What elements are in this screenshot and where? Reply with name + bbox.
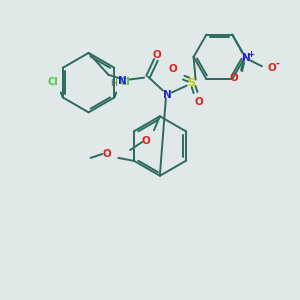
Text: O: O	[268, 63, 276, 73]
Text: O: O	[102, 149, 111, 159]
Text: O: O	[194, 98, 203, 107]
Text: O: O	[142, 136, 150, 146]
Text: N: N	[242, 53, 250, 63]
Text: -: -	[276, 58, 280, 68]
Text: N: N	[164, 89, 172, 100]
Text: O: O	[153, 50, 161, 60]
Text: Cl: Cl	[120, 76, 130, 87]
Text: S: S	[188, 78, 196, 88]
Text: N: N	[118, 76, 127, 85]
Text: +: +	[248, 50, 255, 59]
Text: Cl: Cl	[48, 76, 58, 87]
Text: O: O	[168, 64, 177, 74]
Text: O: O	[230, 73, 239, 83]
Text: H: H	[110, 79, 117, 88]
